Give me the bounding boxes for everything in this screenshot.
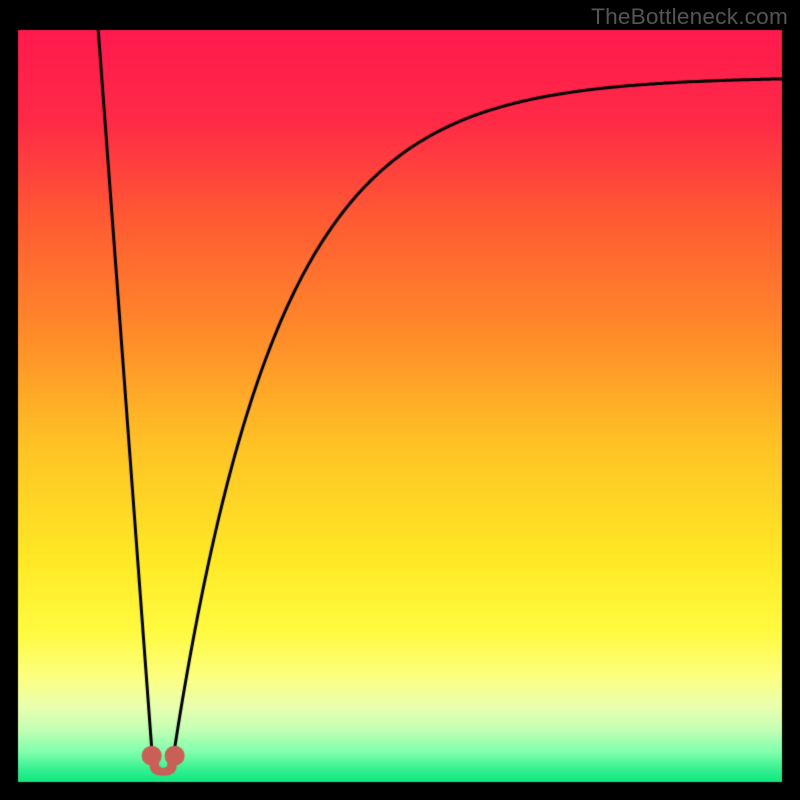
bottleneck-curve [0, 0, 800, 800]
chart-stage: TheBottleneck.com [0, 0, 800, 800]
